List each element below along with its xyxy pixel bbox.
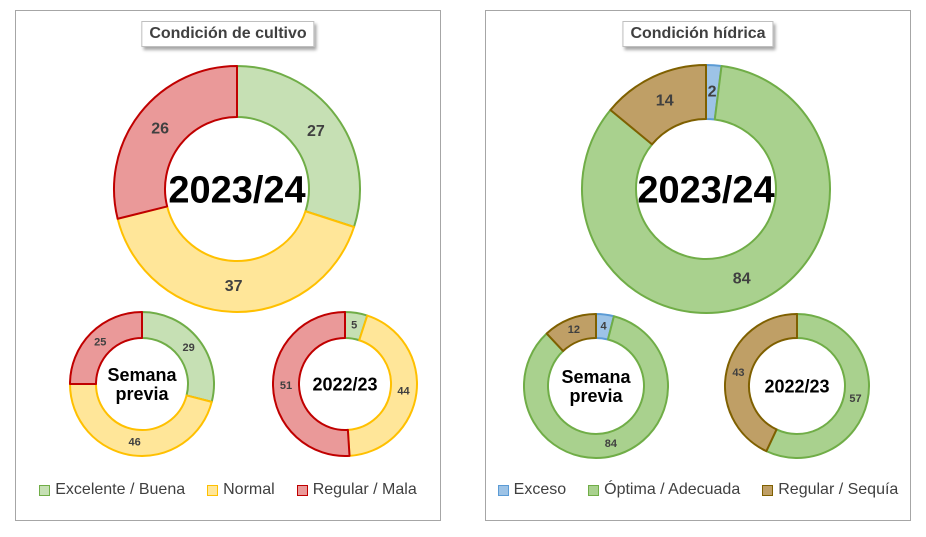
legend-label-optima-adecuada: Óptima / Adecuada bbox=[604, 481, 741, 498]
center-label-2022-23: 2022/23 bbox=[764, 376, 829, 396]
data-label-2022-23-normal: 44 bbox=[397, 385, 410, 397]
legend-swatch-regular-sequia bbox=[762, 484, 774, 496]
crop-condition-donuts: 27 37 26 2023/24 29 46 25 Semana previa 5 44 51 2022… bbox=[69, 65, 418, 457]
crop-condition-legend: Excelente / Buena Normal Regular / Mala bbox=[16, 481, 440, 499]
data-label-2023-24-regular-mala: 26 bbox=[151, 120, 169, 137]
legend-swatch-optima-adecuada bbox=[588, 484, 600, 496]
legend-item-regular-sequia: Regular / Sequía bbox=[762, 481, 898, 499]
legend-label-excelente-buena: Excelente / Buena bbox=[55, 481, 186, 498]
data-label-semana-previa-excelente-buena: 29 bbox=[182, 342, 194, 354]
crop-condition-title: Condición de cultivo bbox=[141, 21, 315, 47]
center-label-2023-24: 2023/24 bbox=[168, 169, 305, 211]
legend-swatch-excelente-buena bbox=[39, 484, 51, 496]
center-label-semana-previa: Semana previa bbox=[561, 367, 631, 406]
legend-item-excelente-buena: Excelente / Buena bbox=[39, 481, 185, 499]
data-label-semana-previa-normal: 46 bbox=[128, 437, 140, 449]
data-label-semana-previa-regular-mala: 25 bbox=[94, 336, 106, 348]
data-label-2023-24-normal: 37 bbox=[225, 278, 243, 295]
data-label-2022-23-excelente-buena: 5 bbox=[351, 320, 357, 332]
slice-2023-24-optima-adecuada bbox=[581, 64, 831, 314]
legend-item-regular-mala: Regular / Mala bbox=[296, 481, 417, 499]
data-label-2022-23-regular-sequia: 43 bbox=[732, 367, 744, 379]
slice-2022-23-regular-sequia bbox=[724, 313, 798, 453]
data-label-2022-23-optima-adecuada: 57 bbox=[849, 393, 861, 405]
data-label-semana-previa-exceso: 4 bbox=[600, 320, 607, 332]
slice-2023-24-normal bbox=[116, 205, 355, 313]
center-label-2022-23: 2022/23 bbox=[312, 374, 377, 394]
legend-swatch-exceso bbox=[497, 484, 509, 496]
center-label-2023-24: 2023/24 bbox=[637, 169, 774, 211]
water-condition-title: Condición hídrica bbox=[622, 21, 774, 47]
slice-2023-24-regular-mala bbox=[113, 65, 238, 220]
legend-label-exceso: Exceso bbox=[513, 481, 567, 498]
slice-2023-24-excelente-buena bbox=[236, 65, 361, 229]
water-condition-legend: Exceso Óptima / Adecuada Regular / Sequí… bbox=[486, 481, 910, 499]
legend-item-optima-adecuada: Óptima / Adecuada bbox=[588, 481, 740, 499]
slice-2023-24-regular-sequia bbox=[609, 64, 707, 146]
legend-item-normal: Normal bbox=[207, 481, 275, 499]
legend-label-regular-mala: Regular / Mala bbox=[312, 481, 417, 498]
slice-semana-previa-regular-sequia bbox=[545, 313, 597, 353]
data-label-2023-24-optima-adecuada: 84 bbox=[733, 271, 751, 288]
data-label-semana-previa-optima-adecuada: 84 bbox=[605, 438, 618, 450]
center-label-semana-previa: Semana previa bbox=[107, 365, 177, 404]
slice-semana-previa-regular-mala bbox=[69, 311, 143, 385]
slice-semana-previa-optima-adecuada bbox=[523, 315, 669, 459]
slice-2022-23-normal bbox=[346, 314, 418, 457]
data-label-semana-previa-regular-sequia: 12 bbox=[568, 324, 580, 336]
slice-semana-previa-normal bbox=[69, 383, 213, 457]
legend-item-exceso: Exceso bbox=[497, 481, 567, 499]
slice-2022-23-regular-mala bbox=[272, 311, 351, 457]
data-label-2023-24-regular-sequia: 14 bbox=[656, 93, 674, 110]
water-condition-donuts: 2 84 14 2023/24 4 84 12 Semana previa 57 43 2022/23 bbox=[523, 64, 870, 459]
data-label-2023-24-exceso: 2 bbox=[708, 84, 717, 101]
legend-label-regular-sequia: Regular / Sequía bbox=[778, 481, 899, 498]
water-condition-panel: 2 84 14 2023/24 4 84 12 Semana previa 57 43 2022/23… bbox=[485, 10, 911, 521]
data-label-2022-23-regular-mala: 51 bbox=[280, 380, 292, 392]
legend-swatch-normal bbox=[207, 484, 219, 496]
crop-condition-panel: 27 37 26 2023/24 29 46 25 Semana previa 5 44 51 2022… bbox=[15, 10, 441, 521]
legend-label-normal: Normal bbox=[223, 481, 275, 498]
legend-swatch-regular-mala bbox=[296, 484, 308, 496]
slice-2022-23-optima-adecuada bbox=[765, 313, 870, 459]
data-label-2023-24-excelente-buena: 27 bbox=[307, 123, 325, 140]
